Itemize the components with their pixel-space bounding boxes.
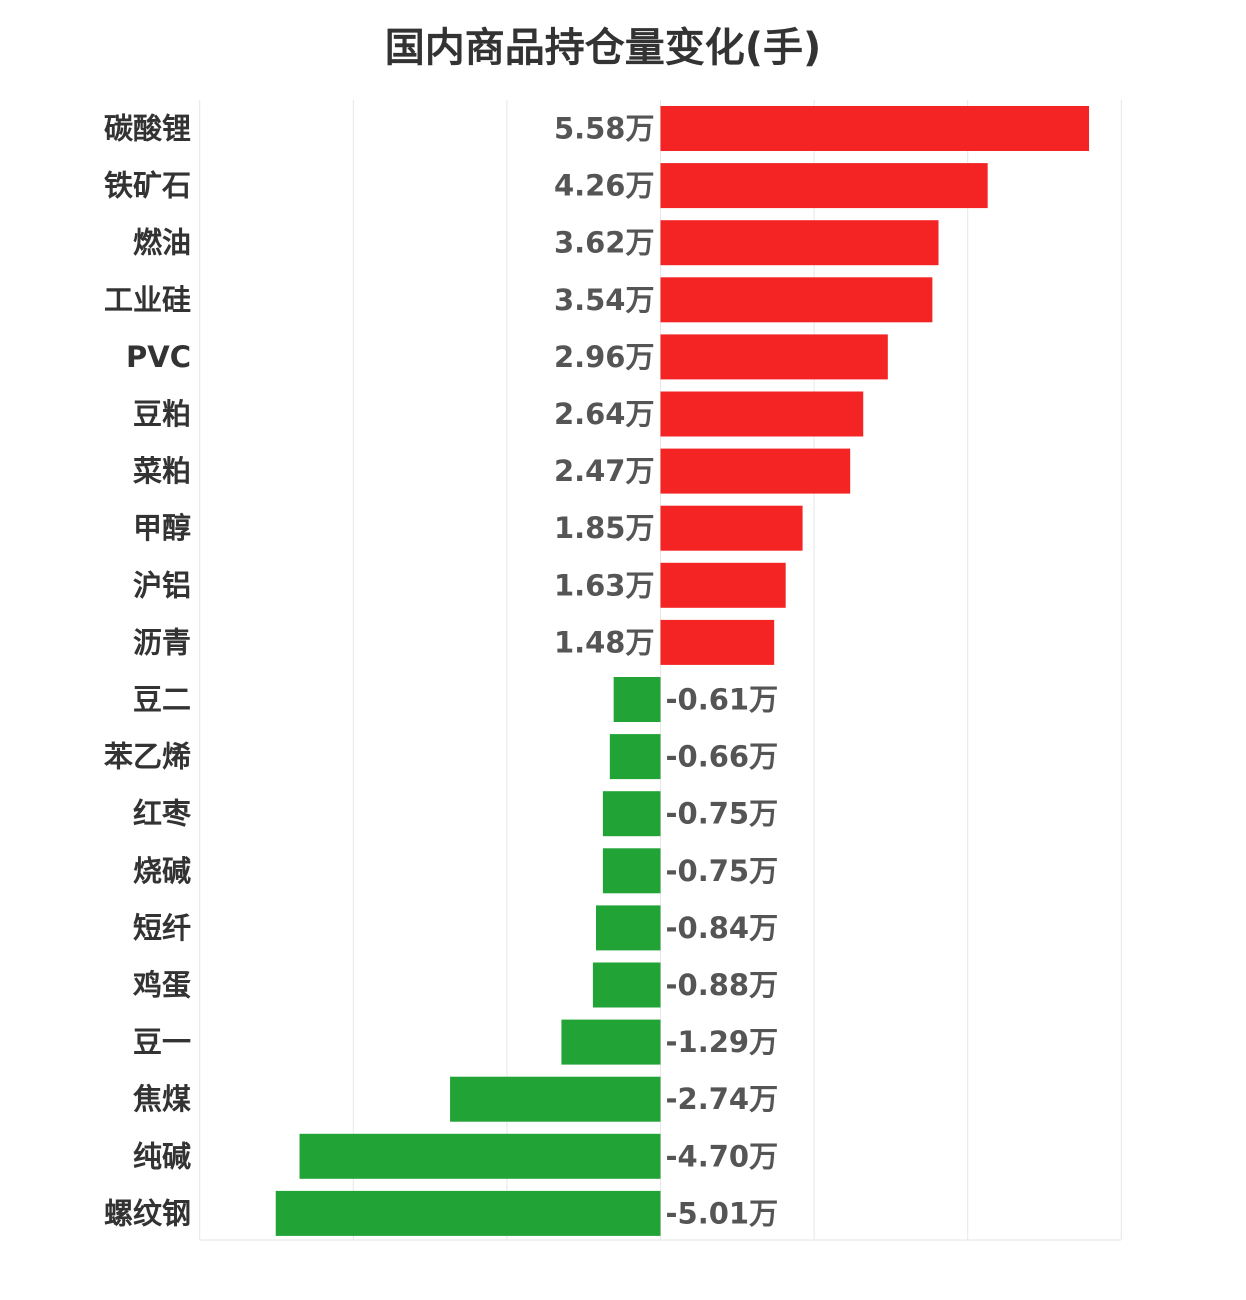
value-label: -4.70万 <box>666 1139 779 1173</box>
category-label: 沪铝 <box>133 568 191 602</box>
bar-negative <box>592 962 661 1008</box>
bar-negative <box>595 905 661 951</box>
bar-positive <box>660 448 851 494</box>
category-label: 螺纹钢 <box>104 1196 191 1230</box>
category-label: 碳酸锂 <box>104 112 191 146</box>
value-label: -0.84万 <box>666 911 779 945</box>
category-label: 豆二 <box>133 683 191 717</box>
value-label: -5.01万 <box>666 1196 779 1230</box>
bar-negative <box>602 848 661 894</box>
bar-positive <box>660 334 888 380</box>
bar-negative <box>609 734 661 780</box>
category-label: 鸡蛋 <box>133 968 191 1002</box>
category-label: 纯碱 <box>133 1139 191 1173</box>
bar-positive <box>660 562 786 608</box>
bar-positive <box>660 163 988 209</box>
value-label: -2.74万 <box>666 1082 779 1116</box>
category-label: 短纤 <box>133 911 191 945</box>
value-label: 3.54万 <box>554 283 655 317</box>
bar-negative <box>602 791 661 837</box>
value-label: 1.63万 <box>554 568 655 602</box>
category-label: 铁矿石 <box>104 169 191 203</box>
value-label: 3.62万 <box>554 226 655 260</box>
bar-positive <box>660 391 864 437</box>
bars <box>275 106 1090 1236</box>
bar-negative <box>275 1190 661 1236</box>
category-label: 菜粕 <box>133 454 191 488</box>
grid-lines <box>199 100 1122 1241</box>
category-label: 苯乙烯 <box>104 740 191 774</box>
category-label: 红枣 <box>133 797 192 831</box>
bar-positive <box>660 106 1090 151</box>
category-label: PVC <box>126 340 191 374</box>
category-label: 甲醇 <box>133 511 191 545</box>
value-label: -0.88万 <box>666 968 779 1002</box>
category-label: 焦煤 <box>133 1082 191 1116</box>
category-label: 烧碱 <box>133 854 191 888</box>
value-label: -0.61万 <box>666 683 779 717</box>
bar-negative <box>299 1133 661 1179</box>
category-label: 燃油 <box>133 226 191 260</box>
value-label: 2.47万 <box>554 454 655 488</box>
bar-positive <box>660 619 775 665</box>
bar-negative <box>561 1019 661 1065</box>
value-label: -0.75万 <box>666 797 779 831</box>
chart-title: 国内商品持仓量变化(手) <box>384 25 822 71</box>
bar-positive <box>660 505 803 551</box>
value-label: -0.75万 <box>666 854 779 888</box>
value-label: 2.64万 <box>554 397 655 431</box>
bar-negative <box>613 677 661 722</box>
category-label: 工业硅 <box>104 283 191 317</box>
value-label: 2.96万 <box>554 340 655 374</box>
value-label: 1.48万 <box>554 625 655 659</box>
value-label: 5.58万 <box>554 112 655 146</box>
value-label: 1.85万 <box>554 511 655 545</box>
bar-positive <box>660 220 939 266</box>
category-label: 豆一 <box>133 1025 191 1059</box>
value-label: -0.66万 <box>666 740 779 774</box>
bar-positive <box>660 277 933 323</box>
value-label: -1.29万 <box>666 1025 779 1059</box>
category-label: 豆粕 <box>133 397 191 431</box>
value-label: 4.26万 <box>554 169 655 203</box>
bar-negative <box>450 1076 661 1122</box>
category-label: 沥青 <box>133 625 191 659</box>
